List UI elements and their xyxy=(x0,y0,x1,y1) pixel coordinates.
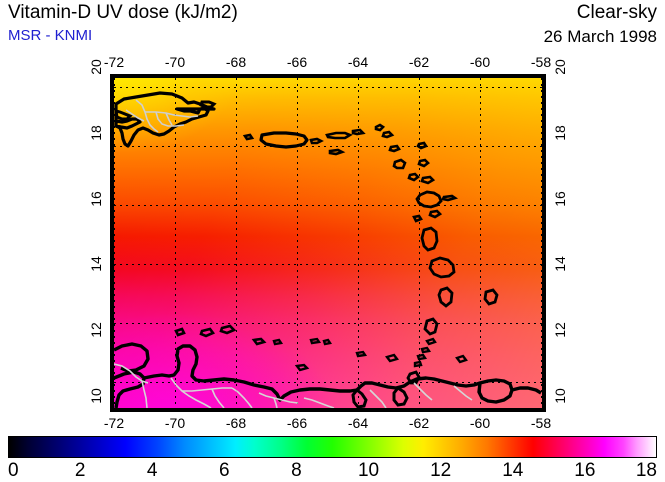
y-tick-right-16: 16 xyxy=(552,190,568,207)
x-tick-bottom--70: -70 xyxy=(164,415,186,431)
y-tick-left-18: 18 xyxy=(88,125,104,141)
y-tick-right-14: 14 xyxy=(552,256,568,273)
chart-header: Vitamin-D UV dose (kJ/m2) MSR - KNMI Cle… xyxy=(0,0,665,52)
y-tick-left-16: 16 xyxy=(88,190,104,207)
x-tick-top--70: -70 xyxy=(164,54,186,70)
heatmap-field xyxy=(114,78,542,408)
page-title: Vitamin-D UV dose (kJ/m2) xyxy=(8,2,238,23)
x-tick-bottom--72: -72 xyxy=(103,415,125,431)
colorbar-gradient xyxy=(8,436,657,458)
colorbar-tick-18: 18 xyxy=(635,460,657,481)
plot-frame xyxy=(110,74,546,412)
map-plot xyxy=(110,74,546,412)
x-tick-bottom--64: -64 xyxy=(347,415,369,431)
y-tick-right-10: 10 xyxy=(552,388,568,404)
colorbar-tick-12: 12 xyxy=(430,460,452,481)
y-tick-right-12: 12 xyxy=(552,322,568,338)
x-tick-bottom--60: -60 xyxy=(469,415,491,431)
colorbar: 0 2 4 6 8 10 12 14 16 18 xyxy=(8,436,657,481)
x-tick-bottom--62: -62 xyxy=(408,415,430,431)
colorbar-tick-0: 0 xyxy=(8,460,19,481)
colorbar-tick-2: 2 xyxy=(74,460,86,481)
x-tick-top--66: -66 xyxy=(286,54,308,70)
date-label: 26 March 1998 xyxy=(543,27,657,46)
x-tick-bottom--66: -66 xyxy=(286,415,308,431)
x-tick-top--64: -64 xyxy=(347,54,369,70)
y-tick-left-10: 10 xyxy=(88,388,104,404)
x-tick-bottom--68: -68 xyxy=(225,415,247,431)
colorbar-tick-8: 8 xyxy=(291,460,302,481)
y-tick-left-14: 14 xyxy=(88,256,104,273)
sky-condition-label: Clear-sky xyxy=(576,2,657,23)
y-tick-left-12: 12 xyxy=(88,322,104,338)
x-tick-top--62: -62 xyxy=(408,54,430,70)
y-tick-right-20: 20 xyxy=(552,59,568,75)
field-gradient-southwest xyxy=(114,78,542,408)
data-source-label: MSR - KNMI xyxy=(8,27,93,44)
y-tick-right-18: 18 xyxy=(552,125,568,141)
colorbar-tick-16: 16 xyxy=(574,460,596,481)
x-tick-top--60: -60 xyxy=(469,54,491,70)
y-tick-left-20: 20 xyxy=(88,59,104,75)
colorbar-tick-14: 14 xyxy=(502,460,524,481)
colorbar-tick-6: 6 xyxy=(219,460,230,481)
colorbar-tick-10: 10 xyxy=(357,460,380,481)
colorbar-tick-4: 4 xyxy=(146,460,158,481)
x-tick-top--68: -68 xyxy=(225,54,247,70)
x-tick-top--58: -58 xyxy=(530,54,552,70)
x-tick-bottom--58: -58 xyxy=(530,415,552,431)
x-tick-top--72: -72 xyxy=(103,54,125,70)
